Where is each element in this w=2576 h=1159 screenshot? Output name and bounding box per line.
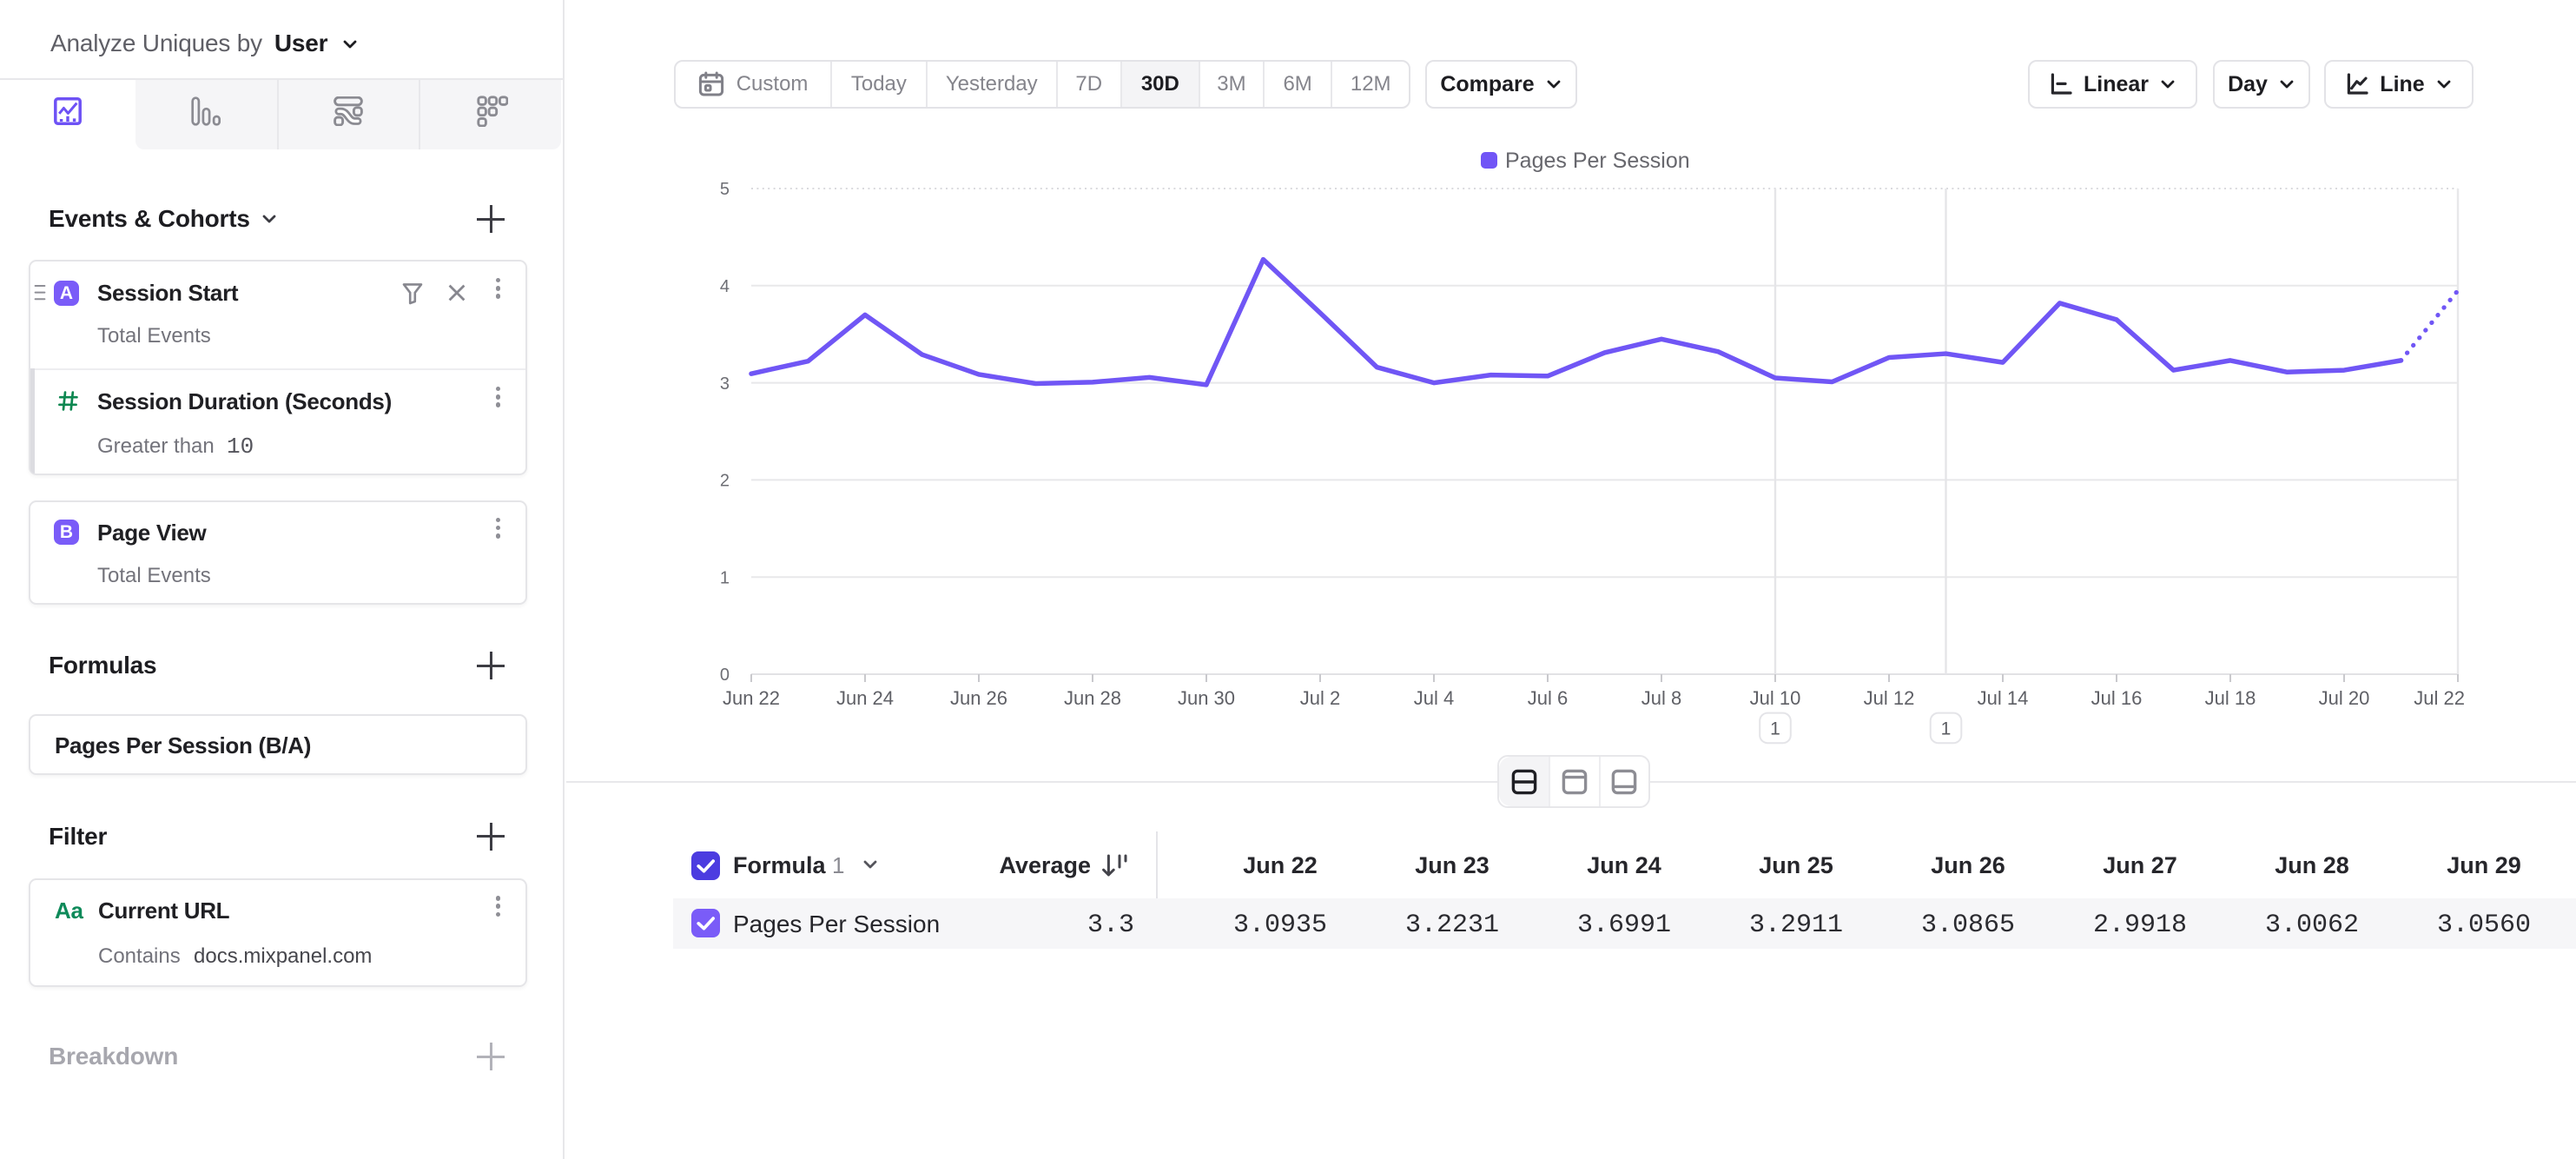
svg-text:Jun 28: Jun 28 [1064, 687, 1121, 709]
svg-text:Jul 4: Jul 4 [1414, 687, 1454, 709]
svg-text:Jul 6: Jul 6 [1528, 687, 1568, 709]
svg-text:Jul 20: Jul 20 [2319, 687, 2370, 709]
svg-text:Jun 30: Jun 30 [1178, 687, 1235, 709]
svg-text:Jul 18: Jul 18 [2205, 687, 2256, 709]
svg-text:Jul 10: Jul 10 [1750, 687, 1801, 709]
svg-text:Jul 22: Jul 22 [2414, 687, 2465, 709]
svg-text:4: 4 [720, 277, 730, 296]
svg-text:0: 0 [720, 666, 730, 685]
svg-text:2: 2 [720, 472, 730, 491]
svg-text:Jun 26: Jun 26 [950, 687, 1007, 709]
svg-text:5: 5 [720, 180, 730, 199]
svg-text:Jul 16: Jul 16 [2091, 687, 2143, 709]
svg-text:Jul 14: Jul 14 [1978, 687, 2029, 709]
svg-text:1: 1 [720, 568, 730, 587]
svg-text:Jul 8: Jul 8 [1641, 687, 1681, 709]
svg-text:Jul 12: Jul 12 [1864, 687, 1915, 709]
svg-text:Jun 24: Jun 24 [836, 687, 894, 709]
svg-text:3: 3 [720, 374, 730, 394]
svg-text:1: 1 [1941, 719, 1952, 739]
svg-text:Jun 22: Jun 22 [723, 687, 780, 709]
svg-text:1: 1 [1770, 719, 1780, 739]
svg-text:Jul 2: Jul 2 [1300, 687, 1340, 709]
